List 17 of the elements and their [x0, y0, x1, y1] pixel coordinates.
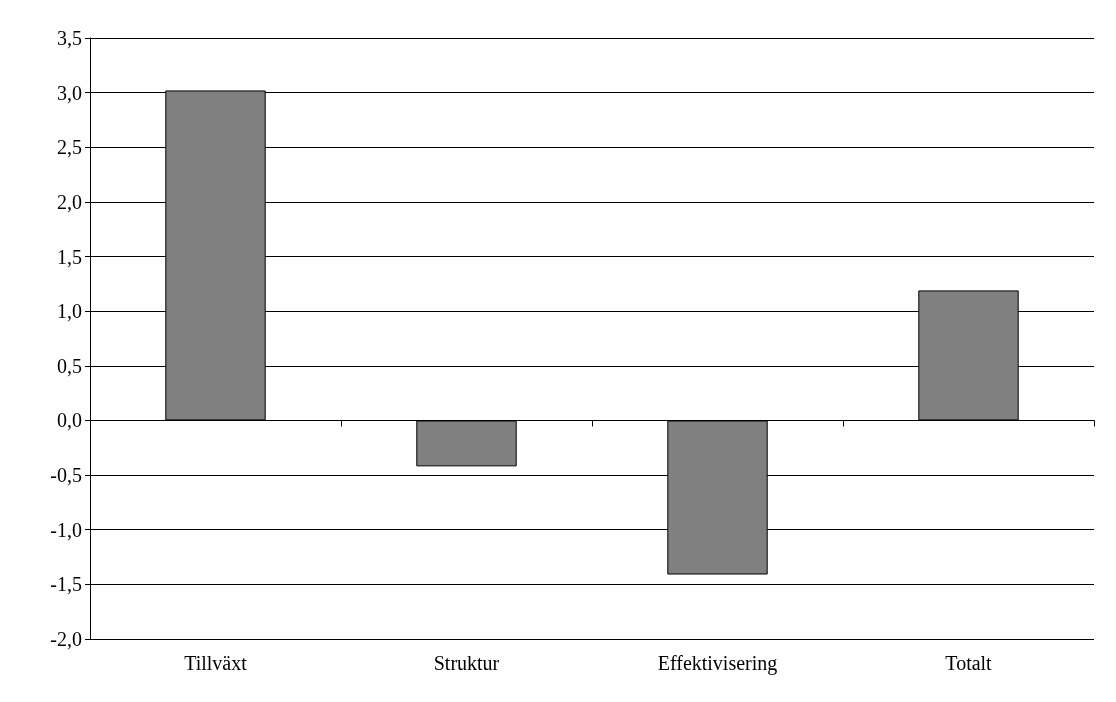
bar	[416, 420, 517, 467]
y-tick-label: 2,5	[57, 136, 82, 159]
y-tick-label: 1,0	[57, 300, 82, 323]
y-tick-label: 2,0	[57, 190, 82, 213]
y-tick-label: 3,0	[57, 81, 82, 104]
x-tick-label: Struktur	[433, 652, 500, 674]
y-tick-label: -1,0	[50, 518, 82, 541]
y-tick-label: -0,5	[50, 464, 82, 487]
y-tick-label: -2,0	[50, 628, 82, 650]
x-tick-label: Tillväxt	[184, 652, 248, 674]
y-tick-label: 1,5	[57, 245, 82, 268]
x-tick-label: Effektivisering	[657, 652, 778, 675]
x-tick-label: Totalt	[945, 652, 993, 674]
y-tick-label: 0,0	[57, 409, 82, 432]
y-tick-label: -1,5	[50, 573, 82, 596]
y-tick-label: 0,5	[57, 354, 82, 377]
y-tick-label: 3,5	[57, 27, 82, 49]
